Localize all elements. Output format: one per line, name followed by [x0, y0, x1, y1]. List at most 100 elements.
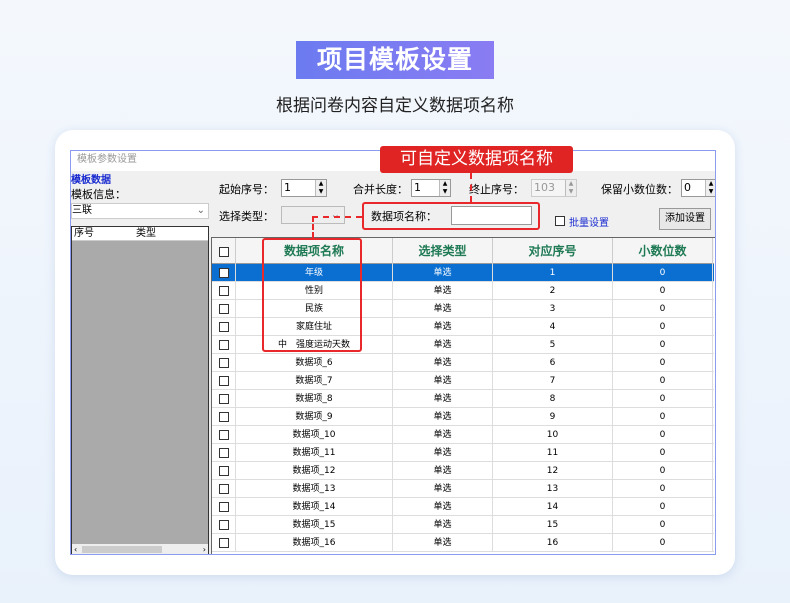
cell-decimal: 0: [613, 372, 713, 390]
cell-type: 单选: [393, 264, 493, 282]
start-seq-spinner[interactable]: 1 ▲ ▼: [281, 179, 327, 197]
group-label: 模板数据: [71, 175, 111, 186]
cell-type: 单选: [393, 354, 493, 372]
row-checkbox[interactable]: [218, 393, 229, 404]
cell-name: 民族: [236, 300, 393, 318]
highlight-name-column: [262, 238, 362, 352]
cell-type: 单选: [393, 300, 493, 318]
row-checkbox[interactable]: [218, 375, 229, 386]
row-checkbox[interactable]: [218, 411, 229, 422]
cell-type: 单选: [393, 390, 493, 408]
cell-name: 数据项_16: [236, 534, 393, 552]
row-checkbox[interactable]: [218, 519, 229, 530]
highlight-name-input: [362, 202, 540, 230]
table-row[interactable]: 数据项_14 单选 14 0: [212, 498, 714, 516]
table-row[interactable]: 中 强度运动天数 单选 5 0: [212, 336, 714, 354]
select-all-checkbox[interactable]: [218, 246, 229, 257]
table-row[interactable]: 年级 单选 1 0: [212, 264, 714, 282]
row-checkbox[interactable]: [218, 357, 229, 368]
row-checkbox[interactable]: [218, 321, 229, 332]
cell-seq: 3: [493, 300, 613, 318]
cell-type: 单选: [393, 318, 493, 336]
cell-seq: 8: [493, 390, 613, 408]
connector-line: [470, 173, 472, 202]
table-row[interactable]: 数据项_10 单选 10 0: [212, 426, 714, 444]
row-checkbox[interactable]: [218, 537, 229, 548]
table-row[interactable]: 数据项_8 单选 8 0: [212, 390, 714, 408]
cell-seq: 11: [493, 444, 613, 462]
connector-line: [312, 216, 314, 238]
cell-name: 数据项_12: [236, 462, 393, 480]
batch-label: 批量设置: [569, 218, 609, 229]
batch-checkbox[interactable]: [555, 214, 566, 226]
cell-name: 数据项_14: [236, 498, 393, 516]
table-row[interactable]: 数据项_11 单选 11 0: [212, 444, 714, 462]
grid-header: 数据项名称 选择类型 对应序号 小数位数: [212, 238, 714, 264]
table-row[interactable]: 数据项_16 单选 16 0: [212, 534, 714, 552]
table-row[interactable]: 数据项_13 单选 13 0: [212, 480, 714, 498]
table-row[interactable]: 数据项_12 单选 12 0: [212, 462, 714, 480]
row-checkbox[interactable]: [218, 303, 229, 314]
cell-seq: 10: [493, 426, 613, 444]
horizontal-scrollbar[interactable]: ‹ ›: [72, 544, 208, 554]
cell-seq: 9: [493, 408, 613, 426]
col-type[interactable]: 选择类型: [393, 238, 493, 264]
callout-label: 可自定义数据项名称: [380, 146, 573, 173]
decimal-spinner[interactable]: 0 ▲ ▼: [681, 179, 715, 197]
cell-decimal: 0: [613, 516, 713, 534]
row-checkbox[interactable]: [218, 501, 229, 512]
merge-length-spinner[interactable]: 1 ▲ ▼: [411, 179, 451, 197]
cell-seq: 12: [493, 462, 613, 480]
name-label: 数据项名称：: [371, 210, 437, 223]
cell-name: 性别: [236, 282, 393, 300]
cell-type: 单选: [393, 534, 493, 552]
cell-type: 单选: [393, 498, 493, 516]
row-checkbox[interactable]: [218, 483, 229, 494]
start-label: 起始序号：: [219, 183, 274, 196]
cell-seq: 16: [493, 534, 613, 552]
cell-name: 数据项_15: [236, 516, 393, 534]
table-row[interactable]: 数据项_7 单选 7 0: [212, 372, 714, 390]
cell-name: 数据项_13: [236, 480, 393, 498]
cell-decimal: 0: [613, 462, 713, 480]
cell-seq: 4: [493, 318, 613, 336]
start-value: 1: [284, 181, 291, 194]
template-select[interactable]: 三联 ⌄: [71, 203, 209, 219]
row-checkbox[interactable]: [218, 447, 229, 458]
table-row[interactable]: 数据项_15 单选 15 0: [212, 516, 714, 534]
cell-name: 数据项_10: [236, 426, 393, 444]
cell-name: 数据项_9: [236, 408, 393, 426]
row-checkbox[interactable]: [218, 267, 229, 278]
end-label: 终止序号：: [469, 183, 524, 196]
cell-decimal: 0: [613, 282, 713, 300]
end-seq-spinner: 103 ▲ ▼: [531, 179, 577, 197]
row-checkbox[interactable]: [218, 339, 229, 350]
name-input[interactable]: [451, 206, 532, 225]
table-row[interactable]: 性别 单选 2 0: [212, 282, 714, 300]
template-info-label: 模板信息：: [71, 188, 126, 201]
col-name[interactable]: 数据项名称: [236, 238, 393, 264]
col-seq[interactable]: 对应序号: [493, 238, 613, 264]
cell-name: 数据项_11: [236, 444, 393, 462]
cell-seq: 13: [493, 480, 613, 498]
table-row[interactable]: 家庭住址 单选 4 0: [212, 318, 714, 336]
cell-name: 数据项_8: [236, 390, 393, 408]
template-list[interactable]: 序号 类型 ‹ ›: [71, 226, 209, 554]
row-checkbox[interactable]: [218, 465, 229, 476]
list-col-type: 类型: [136, 228, 156, 239]
row-checkbox[interactable]: [218, 429, 229, 440]
table-row[interactable]: 数据项_9 单选 9 0: [212, 408, 714, 426]
row-checkbox[interactable]: [218, 285, 229, 296]
table-row[interactable]: 数据项_6 单选 6 0: [212, 354, 714, 372]
cell-decimal: 0: [613, 426, 713, 444]
next-button[interactable]: [715, 208, 716, 230]
col-decimal[interactable]: 小数位数: [613, 238, 713, 264]
cell-type: 单选: [393, 336, 493, 354]
table-row[interactable]: 民族 单选 3 0: [212, 300, 714, 318]
merge-label: 合并长度：: [353, 183, 408, 196]
cell-seq: 14: [493, 498, 613, 516]
decimal-value: 0: [684, 181, 691, 194]
cell-type: 单选: [393, 426, 493, 444]
add-settings-button[interactable]: 添加设置: [659, 208, 711, 230]
cell-decimal: 0: [613, 498, 713, 516]
